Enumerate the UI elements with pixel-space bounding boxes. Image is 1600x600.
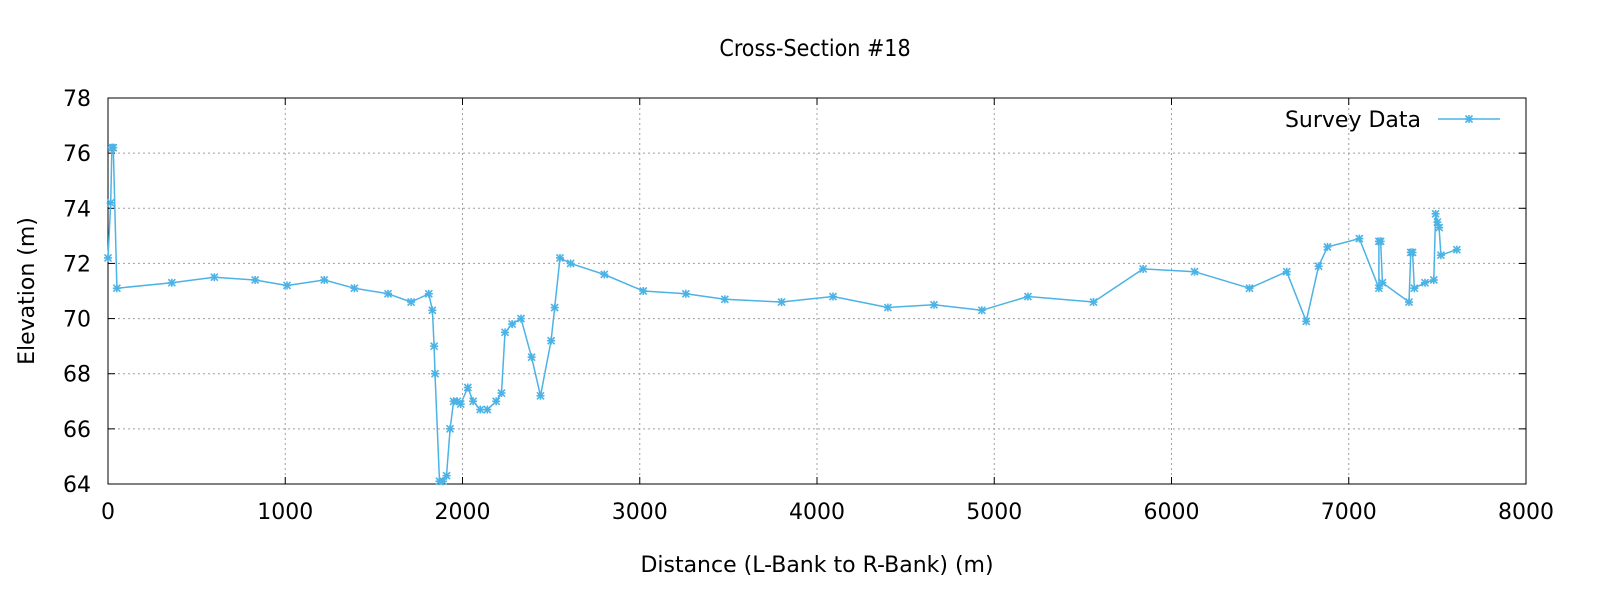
y-tick-label: 76 [63,142,91,167]
data-point [1404,297,1414,307]
y-tick-label: 74 [63,197,91,222]
data-point [483,405,492,414]
data-point [566,259,575,268]
data-point [1314,262,1323,271]
y-tick-label: 70 [63,308,91,333]
data-point [456,399,465,409]
data-point [639,286,648,296]
data-point [929,300,939,309]
data-point [109,143,118,152]
data-point [508,320,517,329]
data-point [720,295,729,304]
data-point [383,289,393,298]
data-point [1023,292,1032,301]
data-point [1282,267,1291,276]
data-point [492,397,501,406]
data-point [1245,284,1254,293]
plot-frame [107,97,1527,485]
data-point [536,391,545,400]
data-point [547,336,556,345]
data-point [1378,278,1387,287]
data-point [350,284,359,293]
data-point [407,297,416,307]
data-point [777,297,786,307]
survey-data-series [103,143,1461,486]
x-tick-label: 7000 [1321,500,1377,525]
data-point [469,397,478,406]
grid-lines [108,98,1526,484]
data-point [600,270,609,279]
data-point [1420,278,1430,287]
data-point [1089,297,1098,307]
data-point [430,369,440,378]
y-tick-label: 66 [63,418,91,443]
data-point [497,388,506,398]
data-point [112,284,121,293]
data-point [251,275,260,285]
data-point [1139,264,1148,274]
data-point [550,303,559,312]
data-point [106,198,115,207]
legend-marker-point [1464,114,1474,124]
legend-label-survey-data: Survey Data [1285,108,1421,133]
data-point [282,281,292,290]
data-point [446,424,455,433]
data-point [476,405,485,414]
data-point [1323,242,1332,251]
legend: Survey Data [1285,108,1500,133]
data-point [320,275,329,285]
data-point [681,289,690,298]
data-point [424,289,433,298]
x-axis-label: Distance (L-Bank to R-Bank) (m) [640,553,993,578]
data-point [1452,245,1461,254]
y-axis-label: Elevation (m) [15,217,40,365]
data-point [1190,267,1199,276]
x-tick-label: 8000 [1498,500,1554,525]
data-point [463,383,472,392]
data-point [210,273,219,282]
y-tick-label: 78 [63,87,91,112]
y-tick-label: 68 [63,363,91,388]
data-point [1408,248,1417,257]
data-point [527,353,536,362]
data-point [1302,317,1311,326]
data-point [1436,251,1445,260]
data-point [167,278,176,287]
data-point [500,328,510,337]
x-tick-label: 6000 [1144,500,1200,525]
x-tick-label: 3000 [612,500,668,525]
x-tick-label: 1000 [257,500,313,525]
data-point [516,314,526,323]
data-point [103,253,113,262]
data-point [442,471,451,480]
data-point [555,253,565,262]
x-tick-label: 4000 [789,500,845,525]
data-point [828,292,838,301]
data-point [883,303,892,312]
data-point [1429,275,1438,285]
x-tick-label: 0 [101,500,115,525]
chart-title: Cross-Section #18 [719,36,910,62]
y-tick-label: 64 [63,473,91,498]
legend-marker-swatch [1464,114,1474,124]
data-point [430,342,439,351]
data-point [977,306,986,315]
series-line [107,146,1458,482]
data-point [1355,234,1364,243]
data-point [1435,223,1444,232]
data-point [1410,284,1419,293]
axis-ticks: 0 1000 2000 3000 4000 5000 6000 7000 8000 64 66 68 7… [63,87,1554,525]
x-tick-label: 5000 [966,500,1022,525]
data-point [1431,209,1440,218]
data-point [1376,237,1385,246]
x-tick-label: 2000 [435,500,491,525]
data-point [428,306,437,315]
y-tick-label: 72 [63,252,91,277]
